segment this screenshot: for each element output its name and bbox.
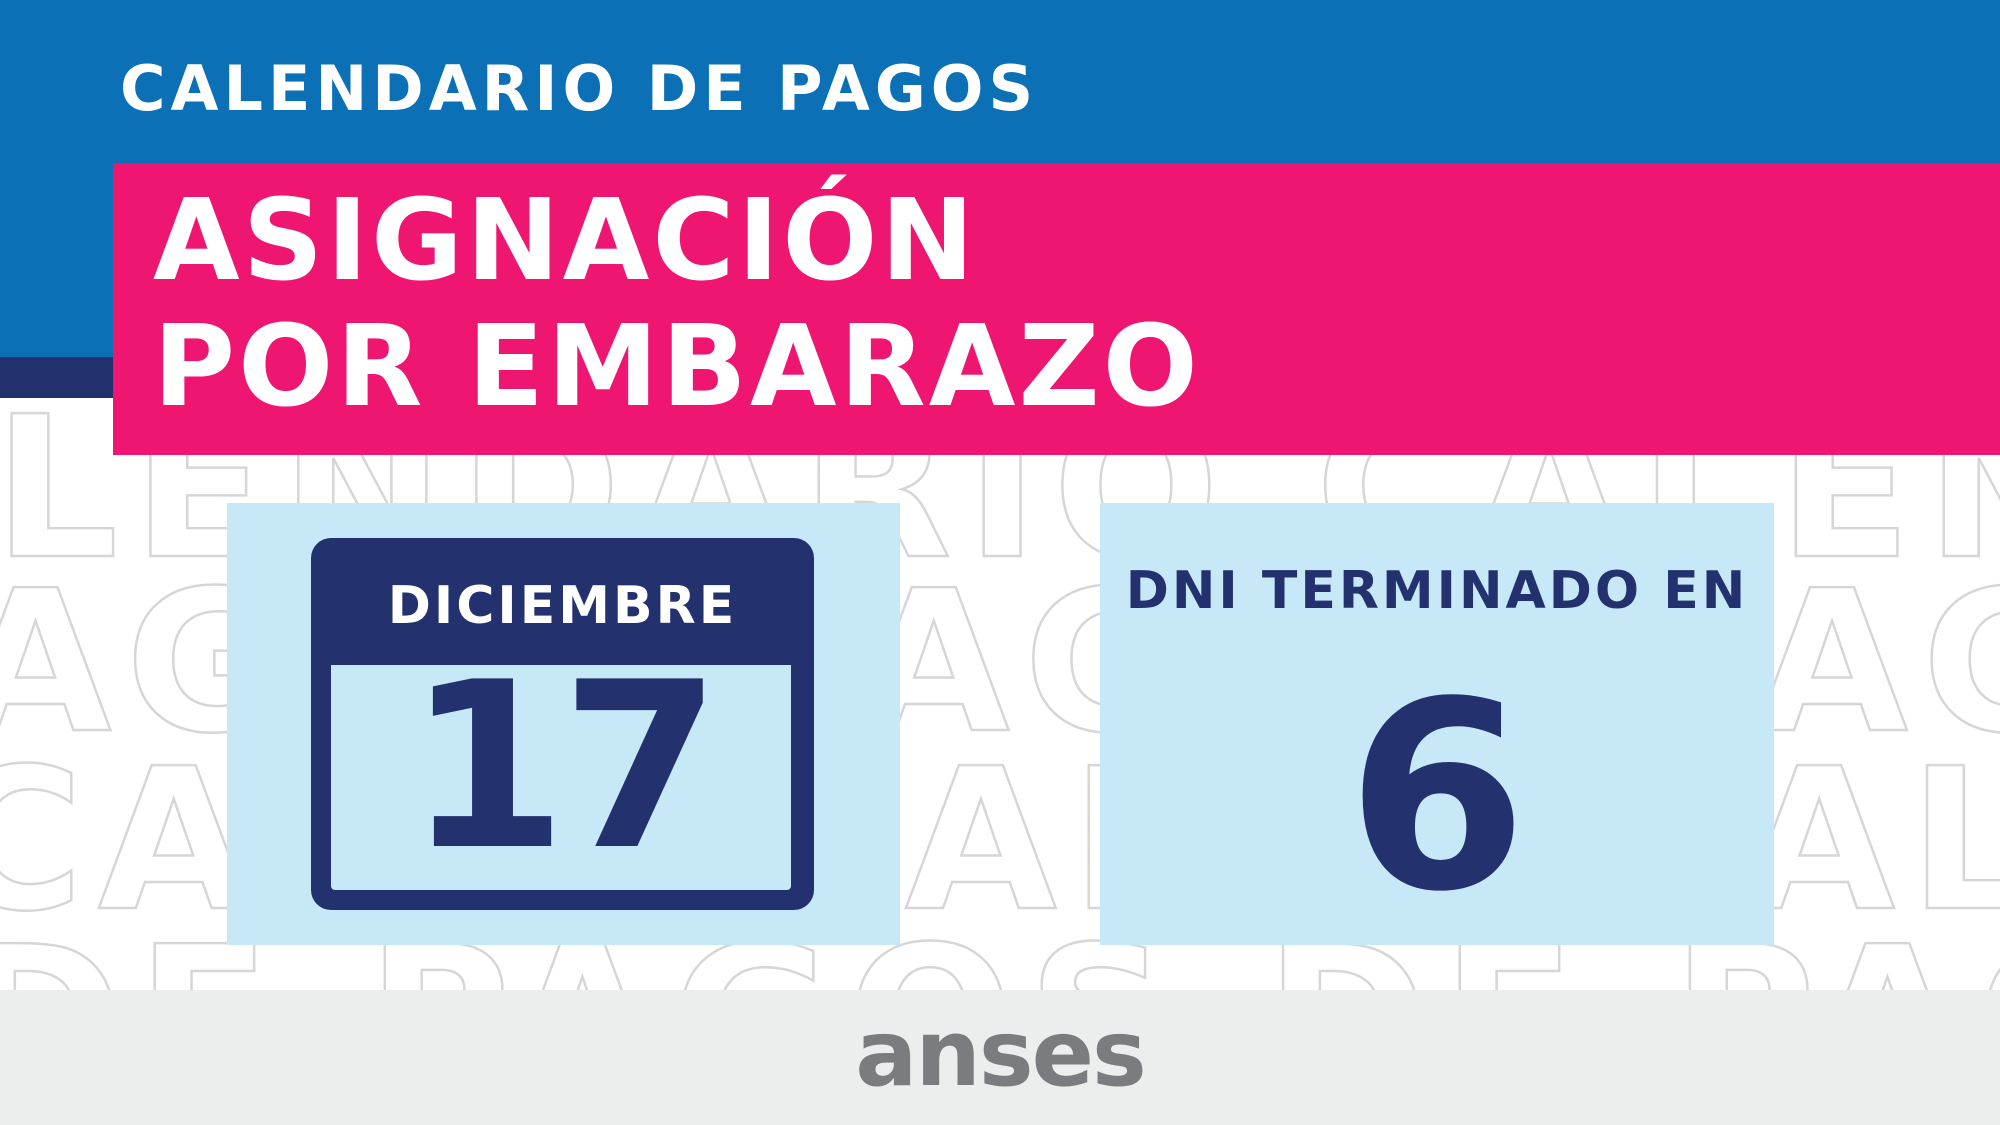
payment-date-panel: DICIEMBRE 17 <box>227 503 900 945</box>
calendar-page: 17 <box>331 653 791 890</box>
navy-accent-band <box>0 357 113 398</box>
footer: anses <box>0 990 2000 1125</box>
anses-logo: anses <box>855 1000 1147 1107</box>
calendar-icon: DICIEMBRE 17 <box>311 538 814 910</box>
page-title: CALENDARIO DE PAGOS <box>120 52 1039 125</box>
benefit-title-line2: POR EMBARAZO <box>153 302 1201 432</box>
dni-panel: DNI TERMINADO EN 6 <box>1100 503 1774 945</box>
payment-day: 17 <box>406 634 721 901</box>
benefit-banner: ASIGNACIÓN POR EMBARAZO <box>113 163 2000 455</box>
payment-month: DICIEMBRE <box>387 576 738 636</box>
benefit-title-line1: ASIGNACIÓN <box>153 176 978 306</box>
dni-label: DNI TERMINADO EN <box>1125 561 1749 621</box>
dni-digit: 6 <box>1346 647 1528 949</box>
